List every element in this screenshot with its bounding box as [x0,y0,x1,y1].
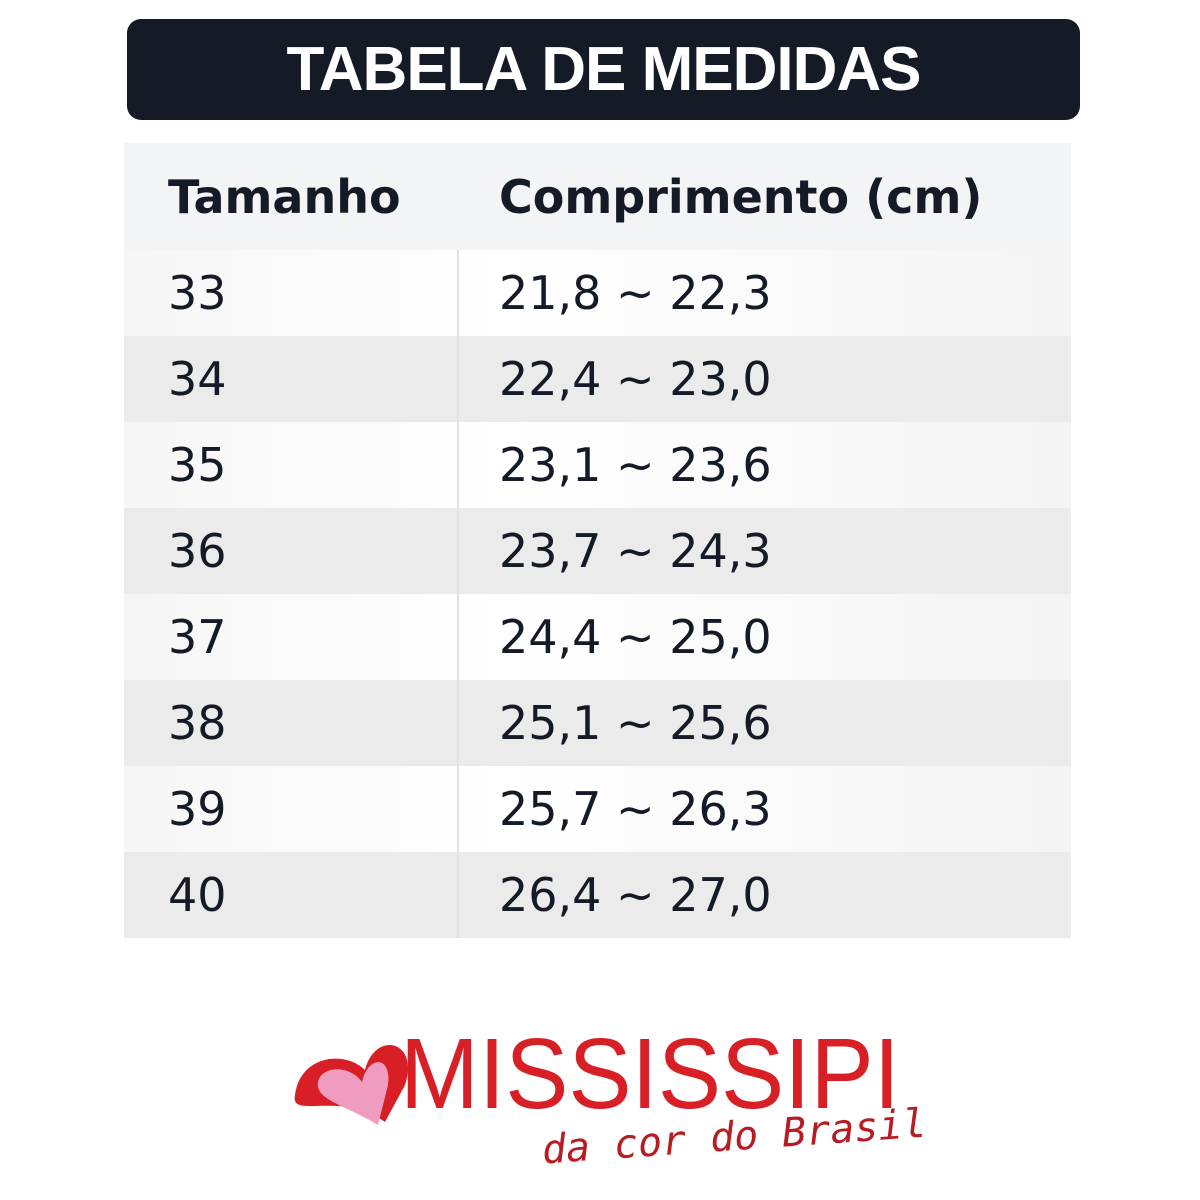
column-divider [457,250,459,938]
brand-name: MISSISSIPI [400,1018,900,1130]
table-row: 34 22,4 ~ 23,0 [124,336,1071,422]
header-row: Tamanho Comprimento (cm) [124,143,1071,250]
column-header: Tamanho [168,169,401,224]
table-row: 40 26,4 ~ 27,0 [124,852,1071,938]
title-bar: TABELA DE MEDIDAS [127,19,1080,120]
table-cell: 35 [168,438,227,492]
column-header: Comprimento (cm) [499,169,983,224]
table-cell: 25,1 ~ 25,6 [499,696,772,750]
table-cell: 24,4 ~ 25,0 [499,610,772,664]
table-cell: 37 [168,610,227,664]
table-row: 38 25,1 ~ 25,6 [124,680,1071,766]
table-cell: 36 [168,524,227,578]
table-cell: 23,1 ~ 23,6 [499,438,772,492]
heart-pink [317,1062,389,1125]
table-cell: 26,4 ~ 27,0 [499,868,772,922]
table-cell: 39 [168,782,227,836]
table-cell: 38 [168,696,227,750]
table-cell: 22,4 ~ 23,0 [499,352,772,406]
table-row: 33 21,8 ~ 22,3 [124,250,1071,336]
table-row: 39 25,7 ~ 26,3 [124,766,1071,852]
table-cell: 40 [168,868,227,922]
table-row: 37 24,4 ~ 25,0 [124,594,1071,680]
size-table: Tamanho Comprimento (cm) 33 21,8 ~ 22,3 34… [124,143,1071,938]
table-cell: 21,8 ~ 22,3 [499,266,772,320]
logo: MISSISSIPI da cor do Brasil [294,1018,928,1173]
table-row: 36 23,7 ~ 24,3 [124,508,1071,594]
table-row: 35 23,1 ~ 23,6 [124,422,1071,508]
table-cell: 33 [168,266,227,320]
title: TABELA DE MEDIDAS [286,35,922,104]
table-cell: 23,7 ~ 24,3 [499,524,772,578]
table-cell: 34 [168,352,227,406]
table-cell: 25,7 ~ 26,3 [499,782,772,836]
